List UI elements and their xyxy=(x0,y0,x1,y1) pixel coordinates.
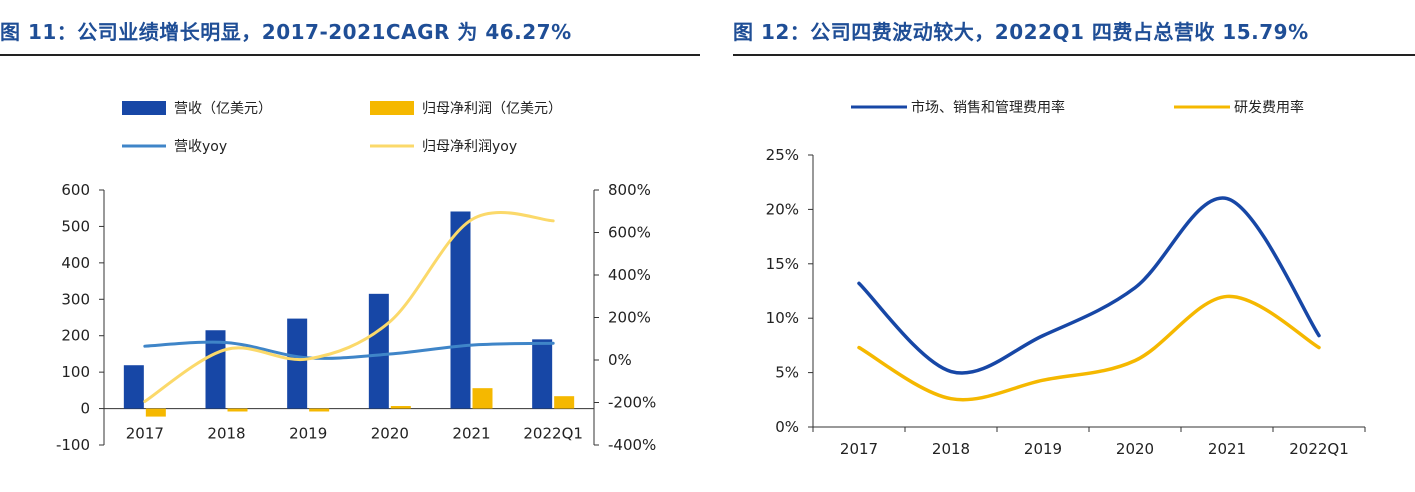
panel-left: 图 11：公司业绩增长明显，2017-2021CAGR 为 46.27% 600… xyxy=(0,0,700,492)
rd-ratio-line xyxy=(857,294,1321,402)
revenue-yoy-line xyxy=(143,340,555,360)
left-chart-title: 图 11：公司业绩增长明显，2017-2021CAGR 为 46.27% xyxy=(0,20,572,44)
revenue-bar xyxy=(123,365,144,409)
x-tick-label: 2020 xyxy=(371,425,409,443)
net-profit-bar xyxy=(390,406,411,409)
net-profit-yoy-line xyxy=(143,211,555,403)
net-profit-bar xyxy=(472,388,493,409)
left-y-tick-label: 0 xyxy=(80,400,90,418)
net-profit-bar xyxy=(145,408,166,417)
left-y-tick-label: 600 xyxy=(61,181,90,199)
right-y-tick-label: 0% xyxy=(608,351,632,369)
y-tick-label: 20% xyxy=(766,200,799,218)
right-title-rule xyxy=(733,54,1415,56)
revenue-bar xyxy=(450,211,471,409)
legend-label: 归母净利润（亿美元） xyxy=(422,100,562,117)
y-tick-label: 0% xyxy=(775,418,799,436)
left-y-tick-label: -100 xyxy=(56,436,90,454)
right-y-tick-label: 200% xyxy=(608,309,651,327)
x-tick-label: 2022Q1 xyxy=(523,425,583,443)
y-tick-label: 15% xyxy=(766,255,799,273)
left-y-tick-label: 400 xyxy=(61,254,90,272)
right-y-tick-label: 600% xyxy=(608,224,651,242)
left-y-tick-label: 500 xyxy=(61,217,90,235)
revenue-bar xyxy=(287,318,308,409)
left-y-tick-label: 200 xyxy=(61,327,90,345)
x-tick-label: 2021 xyxy=(1208,440,1246,458)
left-y-tick-label: 300 xyxy=(61,290,90,308)
legend-swatch xyxy=(370,101,414,115)
panel-right: 图 12：公司四费波动较大，2022Q1 四费占总营收 15.79% 25% 20… xyxy=(733,0,1415,492)
x-tick-label: 2018 xyxy=(932,440,970,458)
y-tick-label: 5% xyxy=(775,364,799,382)
right-y-tick-label: 400% xyxy=(608,266,651,284)
legend-label: 营收（亿美元） xyxy=(174,101,272,117)
x-tick-label: 2019 xyxy=(1024,440,1062,458)
y-tick-label: 25% xyxy=(766,146,799,164)
left-chart: 600 500 400 300 200 100 0 -100 800% 600% 400% 200% 0… xyxy=(56,100,656,454)
x-tick-label: 2018 xyxy=(207,425,245,443)
y-tick-label: 10% xyxy=(766,309,799,327)
right-chart: 25% 20% 15% 10% 5% 0% 2017 2018 2019 2020 2021 2022… xyxy=(766,99,1366,458)
x-tick-label: 2021 xyxy=(452,425,490,443)
left-y-tick-label: 100 xyxy=(61,363,90,381)
legend-label: 市场、销售和管理费用率 xyxy=(911,99,1065,116)
revenue-bar xyxy=(368,293,389,409)
net-profit-bar xyxy=(309,408,330,412)
legend-label: 归母净利润yoy xyxy=(422,138,517,155)
legend-label: 营收yoy xyxy=(174,139,227,155)
legend-label: 研发费用率 xyxy=(1234,99,1304,116)
revenue-bar xyxy=(532,339,553,409)
sga-ratio-line xyxy=(857,196,1321,375)
right-chart-title: 图 12：公司四费波动较大，2022Q1 四费占总营收 15.79% xyxy=(733,20,1309,44)
x-tick-label: 2022Q1 xyxy=(1289,440,1349,458)
x-tick-label: 2019 xyxy=(289,425,327,443)
net-profit-bar xyxy=(554,396,575,409)
x-tick-label: 2017 xyxy=(840,440,878,458)
right-y-tick-label: 800% xyxy=(608,181,651,199)
left-title-rule xyxy=(0,54,700,56)
x-tick-label: 2020 xyxy=(1116,440,1154,458)
right-y-tick-label: -400% xyxy=(608,436,656,454)
net-profit-bar xyxy=(227,408,248,412)
x-tick-label: 2017 xyxy=(126,425,164,443)
right-y-tick-label: -200% xyxy=(608,394,656,412)
legend-swatch xyxy=(122,101,166,115)
